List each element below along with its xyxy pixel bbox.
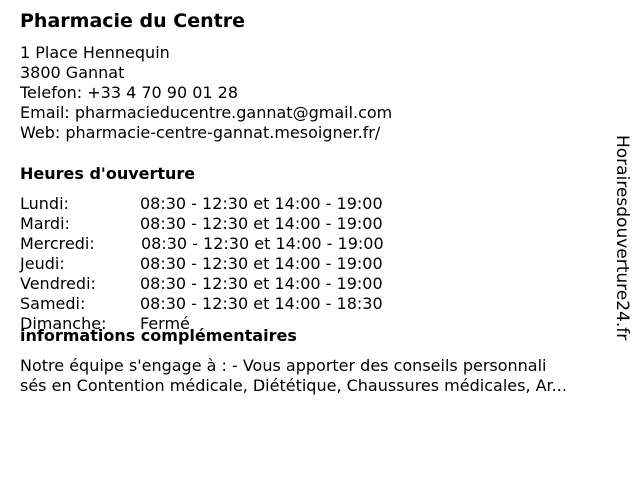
email: Email: pharmacieducentre.gannat@gmail.co… [20,103,393,122]
info-heading: informations complémentaires [20,326,297,345]
website: Web: pharmacie-centre-gannat.mesoigner.f… [20,123,381,142]
day-hours: Fermé [140,314,190,333]
day-label: Vendredi: [20,274,96,293]
day-hours: 08:30 - 12:30 et 14:00 - 19:00 [141,234,384,253]
info-text-line: sés en Contention médicale, Diététique, … [20,376,567,395]
info-text-line: Notre équipe s'engage à : - Vous apporte… [20,356,547,375]
hours-heading: Heures d'ouverture [20,164,196,183]
day-label: Dimanche: [20,314,107,333]
day-label: Mardi: [20,214,70,233]
day-hours: 08:30 - 12:30 et 14:00 - 19:00 [140,274,383,293]
day-label: Jeudi: [20,254,65,273]
city: 3800 Gannat [20,63,125,82]
day-label: Lundi: [20,194,69,213]
day-label: Samedi: [20,294,86,313]
day-label: Mercredi: [20,234,95,253]
page-title: Pharmacie du Centre [20,10,245,32]
day-hours: 08:30 - 12:30 et 14:00 - 19:00 [140,194,383,213]
day-hours: 08:30 - 12:30 et 14:00 - 19:00 [140,254,383,273]
phone: Telefon: +33 4 70 90 01 28 [20,83,239,102]
street: 1 Place Hennequin [20,43,170,62]
day-hours: 08:30 - 12:30 et 14:00 - 19:00 [140,214,383,233]
watermark: Horairesdouverture24.fr [612,135,632,341]
day-hours: 08:30 - 12:30 et 14:00 - 18:30 [140,294,383,313]
